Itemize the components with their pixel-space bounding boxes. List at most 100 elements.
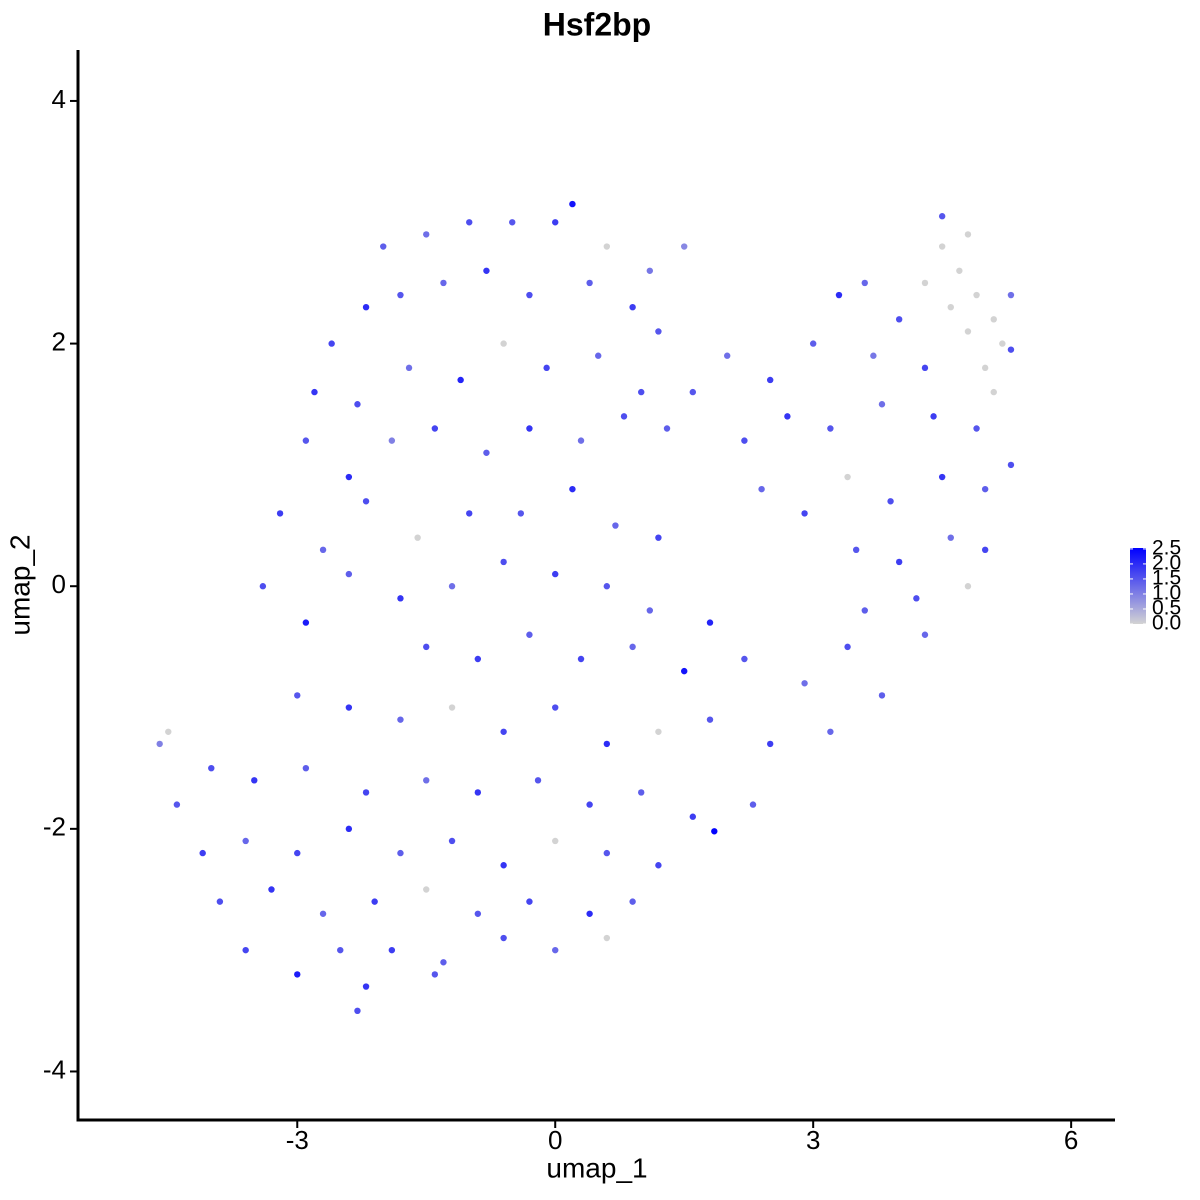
point — [603, 583, 611, 590]
point — [526, 291, 533, 299]
point — [577, 437, 585, 444]
point — [328, 340, 335, 347]
point — [809, 340, 817, 347]
x-tick-label: 0 — [548, 1125, 562, 1155]
y-tick-label: 2 — [52, 326, 66, 356]
point — [319, 910, 327, 917]
point — [921, 631, 929, 638]
point — [276, 510, 284, 517]
point — [646, 607, 654, 614]
chart-title: Hsf2bp — [543, 6, 651, 42]
point — [878, 692, 886, 699]
point — [835, 291, 843, 299]
point — [552, 946, 559, 954]
point — [749, 801, 757, 808]
point — [199, 849, 206, 857]
point — [397, 849, 404, 857]
point — [268, 886, 275, 893]
point — [964, 231, 972, 238]
point — [930, 413, 937, 420]
point — [586, 801, 593, 808]
point — [689, 813, 697, 820]
point — [827, 728, 834, 735]
point — [345, 704, 353, 711]
point — [302, 619, 310, 626]
point — [397, 716, 404, 723]
y-tick-label: 0 — [52, 569, 66, 599]
point — [466, 510, 473, 517]
point — [681, 667, 688, 675]
point — [964, 328, 972, 335]
point — [251, 777, 258, 784]
point — [973, 291, 980, 299]
point — [354, 401, 361, 408]
point — [655, 862, 662, 869]
point — [921, 279, 929, 287]
point — [577, 655, 585, 663]
point — [345, 473, 353, 481]
y-tick-label: -4 — [43, 1054, 66, 1084]
point — [397, 595, 404, 602]
point — [620, 413, 628, 420]
y-tick-label: 4 — [52, 84, 66, 114]
point — [500, 558, 507, 566]
point — [156, 740, 163, 748]
point — [500, 340, 507, 347]
point — [552, 219, 559, 226]
point — [242, 837, 249, 845]
point — [947, 534, 954, 541]
point — [947, 303, 954, 311]
point — [595, 352, 602, 359]
point — [638, 388, 645, 396]
point — [397, 291, 404, 299]
point — [466, 219, 473, 226]
colorbar-tick-label: 2.0 — [1152, 551, 1181, 574]
point — [448, 837, 456, 845]
point — [448, 704, 456, 711]
point — [870, 352, 877, 359]
point — [474, 789, 482, 796]
point — [216, 898, 224, 905]
point — [552, 704, 559, 711]
point — [423, 643, 430, 651]
point — [655, 328, 662, 335]
point — [603, 934, 611, 942]
point — [371, 898, 378, 905]
point — [414, 534, 421, 541]
point — [938, 243, 946, 250]
point — [517, 510, 525, 517]
point — [913, 595, 920, 602]
point — [981, 485, 989, 493]
point — [655, 534, 662, 541]
point — [681, 243, 688, 250]
point — [758, 485, 765, 493]
point — [448, 583, 456, 590]
point — [981, 364, 989, 372]
point — [302, 764, 310, 772]
point — [999, 340, 1006, 347]
colorbar-tick-label: 2.5 — [1152, 536, 1181, 559]
point — [878, 401, 886, 408]
y-tick-label: -2 — [43, 812, 66, 842]
colorbar — [1130, 548, 1146, 624]
point — [337, 946, 344, 954]
point — [362, 789, 370, 796]
point — [895, 316, 903, 323]
point — [423, 231, 430, 238]
point — [689, 388, 697, 396]
point — [938, 473, 946, 481]
point — [964, 583, 972, 590]
point — [294, 849, 301, 857]
x-tick-label: 3 — [806, 1125, 820, 1155]
point — [440, 959, 447, 966]
point — [629, 643, 636, 651]
point — [294, 692, 301, 699]
point — [483, 449, 490, 456]
point — [921, 364, 929, 372]
point — [500, 934, 507, 942]
point — [362, 498, 370, 505]
point — [784, 413, 791, 420]
point — [311, 388, 318, 396]
point — [483, 267, 490, 274]
point — [603, 849, 611, 857]
